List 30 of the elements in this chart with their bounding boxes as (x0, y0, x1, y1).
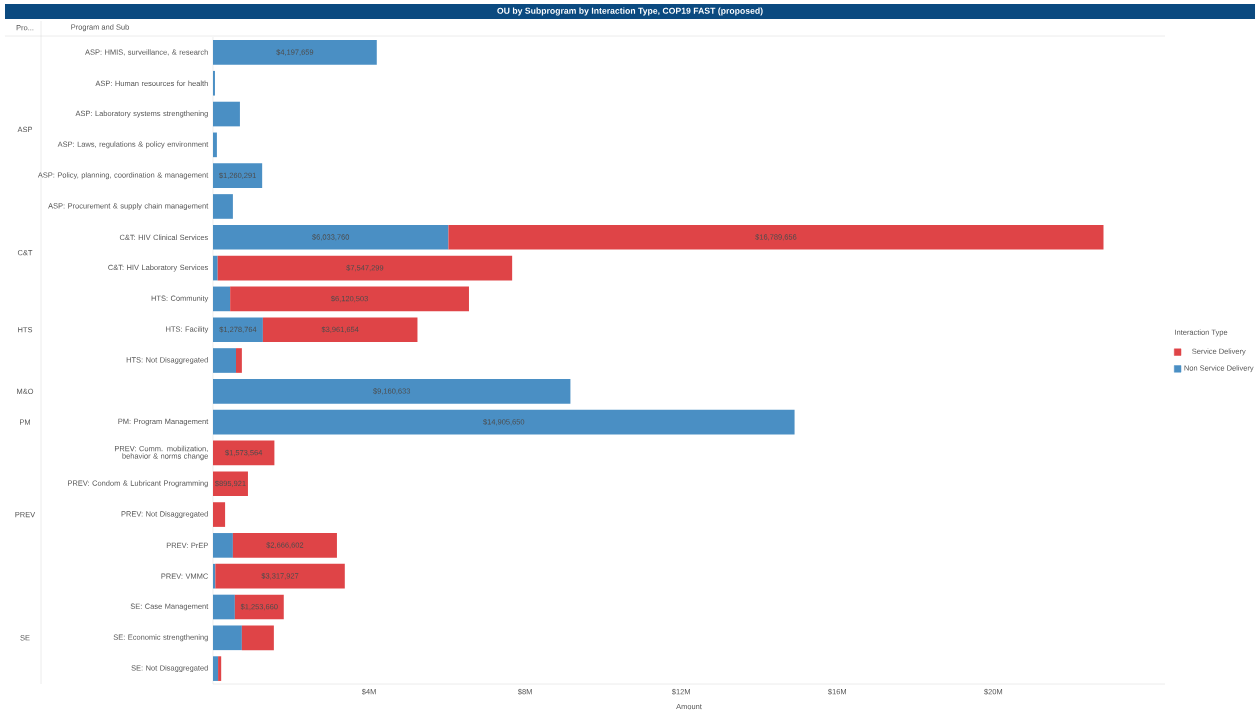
bar (241, 625, 274, 651)
bar (213, 471, 248, 497)
bar (213, 379, 571, 404)
bar (213, 255, 218, 281)
bar (213, 40, 377, 65)
bar (213, 594, 235, 620)
bar (448, 224, 1104, 250)
bar (234, 594, 284, 620)
bar (262, 317, 418, 343)
bar (213, 533, 233, 558)
bar (230, 286, 469, 312)
bar (236, 348, 242, 373)
bar (213, 194, 233, 219)
bar (213, 656, 219, 681)
bar (213, 409, 795, 435)
bar (217, 255, 513, 281)
bar (213, 224, 449, 250)
bar (218, 656, 222, 681)
bar (213, 502, 226, 527)
bar (213, 163, 263, 188)
bar (213, 101, 240, 127)
bar (213, 440, 275, 466)
bar (215, 563, 345, 589)
bar (213, 317, 263, 343)
bar (232, 533, 337, 558)
bar (213, 348, 237, 373)
bar (213, 286, 231, 312)
bar (213, 625, 242, 651)
chart-title: OU by Subprogram by Interaction Type, COP19 FAST (proposed) (497, 7, 763, 16)
bar (213, 132, 217, 158)
